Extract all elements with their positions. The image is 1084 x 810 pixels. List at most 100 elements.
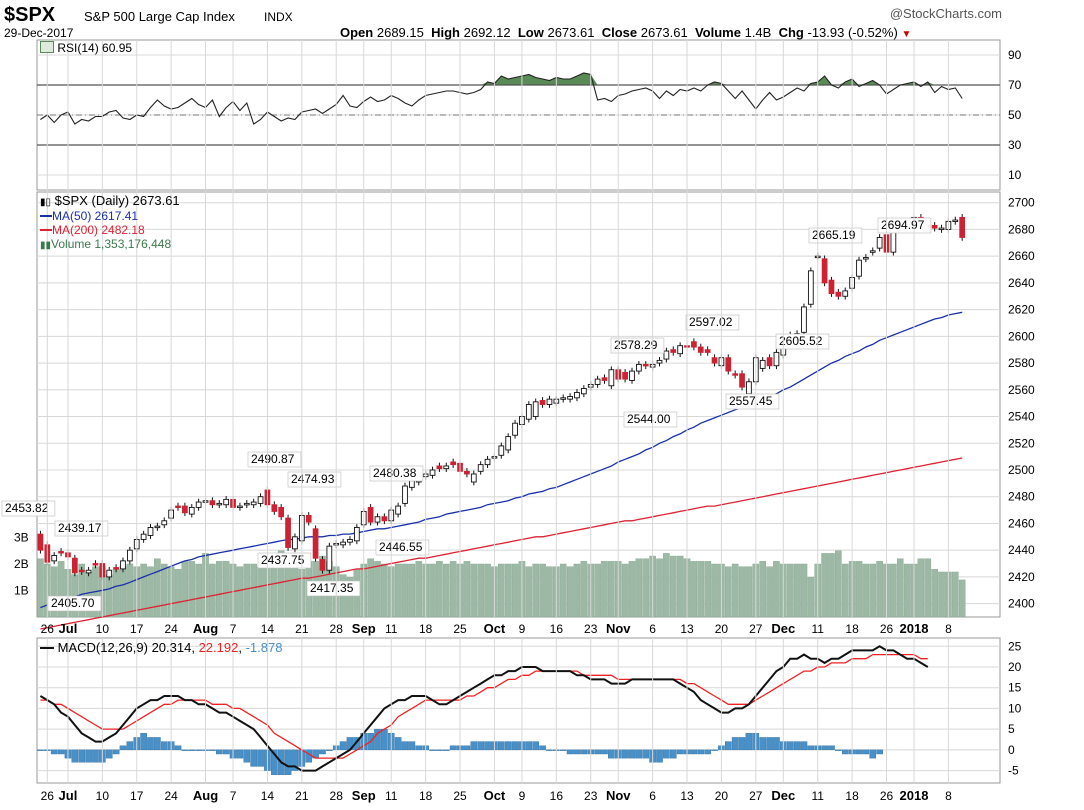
volume-bar	[546, 566, 553, 618]
y-tick-label: 10	[1008, 701, 1022, 715]
volume-bar	[78, 563, 86, 618]
macd-histogram-bar	[559, 749, 567, 751]
volume-bar	[828, 553, 835, 618]
volume-bar	[628, 561, 636, 618]
x-tick-label: 8	[945, 789, 952, 803]
candle-up	[347, 539, 353, 543]
macd-histogram-bar	[57, 749, 65, 755]
price-annotation: 2439.17	[58, 521, 102, 535]
macd-frame	[36, 637, 1001, 784]
candle-down	[725, 357, 732, 372]
rsi-panel: 90 70 50 30 10	[36, 39, 1022, 191]
candle-up	[594, 378, 601, 385]
macd-histogram-bar	[835, 749, 842, 751]
volume-bar	[154, 558, 161, 618]
candle-up	[629, 370, 635, 381]
price-panel: 2700 2680 2660 2640 2620 2600 2580 2560 2540 2520…	[1, 191, 1035, 630]
macd-histogram-bar	[71, 749, 79, 763]
volume-legend: ▮▮Volume 1,353,176,448	[40, 237, 172, 251]
price-annotation: 2578.29	[614, 338, 658, 352]
macd-histogram-bar	[119, 745, 127, 751]
volume-bar	[408, 563, 416, 618]
macd-histogram-bar	[140, 733, 147, 751]
volume-bar	[704, 561, 711, 618]
macd-histogram-bar	[738, 737, 746, 751]
x-tick-label: 7	[230, 789, 237, 803]
x-tick-label: Jul	[59, 788, 78, 803]
price-annotation: 2437.75	[261, 553, 305, 567]
macd-histogram-bar	[484, 741, 491, 751]
volume-bar	[484, 563, 491, 618]
candle-up	[512, 422, 518, 436]
price-annotation: 2417.35	[310, 581, 354, 595]
macd-histogram-bar	[470, 741, 478, 751]
macd-histogram-bar	[188, 749, 196, 751]
candle-up	[161, 520, 168, 526]
macd-panel: 25 20 15 10 5 0 -5	[36, 637, 1022, 784]
candlestick-icon: ▮▯	[40, 197, 52, 208]
macd-histogram-bar	[862, 749, 870, 755]
macd-histogram-bar	[608, 749, 615, 759]
macd-histogram-bar	[250, 749, 257, 767]
y-tick-label: 2640	[1008, 276, 1035, 290]
candle-down	[312, 528, 319, 559]
price-annotation-box	[1, 500, 56, 517]
macd-histogram-bar	[209, 749, 216, 751]
macd-histogram-bar	[160, 741, 168, 751]
line-icon	[40, 647, 54, 649]
volume-bar	[738, 566, 746, 618]
open-value: 2689.15	[376, 25, 424, 40]
macd-histogram-bar	[800, 741, 808, 751]
down-arrow-icon: ▼	[901, 29, 912, 40]
candle-down	[464, 470, 470, 475]
candle-down	[835, 291, 842, 297]
price-annotation: 2405.70	[51, 596, 95, 610]
macd-histogram-bar	[532, 741, 539, 751]
macd-histogram-bar	[828, 745, 835, 751]
volume-bar	[160, 563, 168, 618]
candle-down	[739, 373, 745, 388]
candle-up	[580, 388, 587, 395]
macd-histogram-bar	[257, 749, 264, 767]
volume-bar	[786, 563, 794, 618]
candle-up	[147, 527, 154, 536]
candle-down	[278, 506, 285, 518]
candle-down	[78, 569, 85, 573]
price-annotation-box	[375, 539, 430, 556]
candle-down	[37, 533, 44, 551]
x-tick-label: 6	[649, 789, 656, 803]
candle-up	[876, 236, 883, 249]
price-annotation: 2597.02	[689, 315, 733, 329]
candle-up	[773, 351, 780, 367]
macd-legend: MACD(12,26,9) 20.314, 22.192, -1.878	[40, 640, 282, 655]
volume-value: 1.4B	[744, 25, 772, 40]
x-tick-label: 26	[880, 622, 894, 636]
volume-bar	[766, 566, 773, 618]
x-tick-label: 2018	[900, 788, 929, 803]
volume-bar	[181, 561, 189, 618]
volume-bar	[442, 563, 450, 618]
volume-bar	[140, 563, 147, 618]
candle-up	[188, 506, 195, 515]
y-tick-label: 2600	[1008, 329, 1035, 343]
macd-histogram-bar	[381, 728, 388, 751]
candle-up	[237, 505, 243, 509]
price-annotation: 2453.82	[5, 501, 49, 515]
symbol-title: $SPX	[4, 4, 56, 26]
candle-down	[711, 357, 718, 364]
x-tick-label: 28	[330, 622, 344, 636]
x-tick-label: 13	[680, 789, 694, 803]
macd-histogram-bar	[498, 741, 505, 751]
close-label: Close	[601, 25, 638, 40]
x-tick-label: 18	[845, 622, 859, 636]
rsi-line	[40, 72, 963, 125]
ma200-legend: MA(200) 2482.18	[40, 223, 145, 237]
high-label: High	[431, 25, 460, 40]
candle-up	[938, 227, 945, 231]
x-tick-label: 18	[845, 789, 859, 803]
stockcharts-logo[interactable]: @StockCharts.com	[889, 6, 1002, 21]
candle-down	[113, 567, 119, 570]
volume-bar	[105, 574, 113, 618]
macd-histogram-bar	[525, 741, 533, 751]
volume-bar	[821, 553, 828, 618]
